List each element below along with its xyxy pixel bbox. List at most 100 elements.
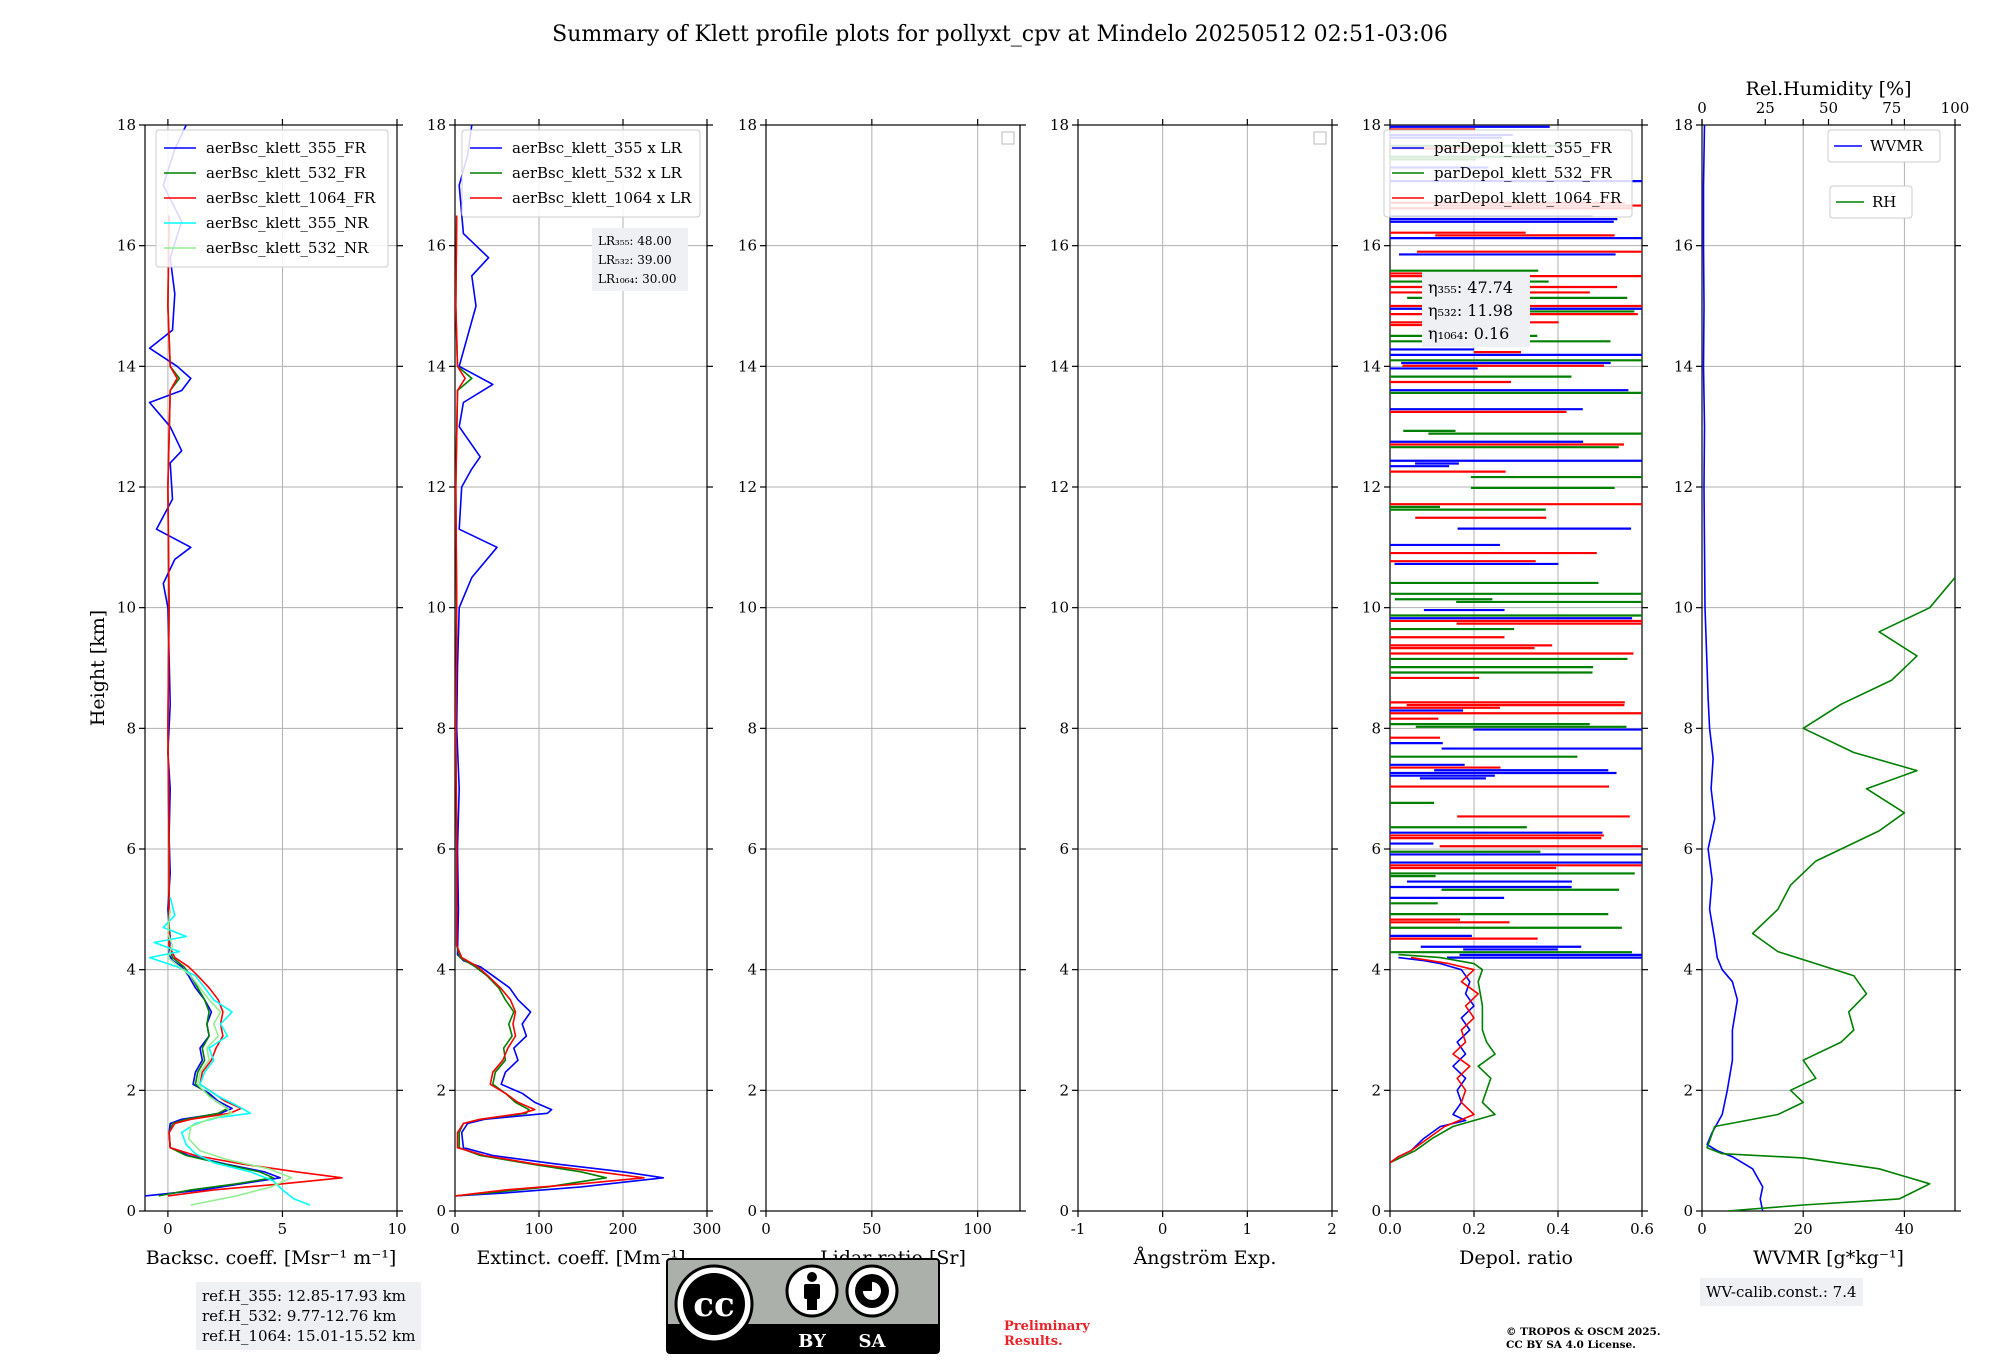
axes-frame [144, 124, 398, 1212]
wv-calib-text: WV-calib.const.: 7.4 [1706, 1283, 1857, 1301]
x-tick-label: 40 [1895, 1220, 1914, 1238]
series-line-parDepol_klett_532_FR [1390, 953, 1496, 1164]
y-tick-label: 12 [1674, 478, 1693, 496]
y-tick-label: 12 [1362, 478, 1381, 496]
y-tick-label: 0 [126, 1202, 136, 1220]
x-tick-label: 1 [1243, 1220, 1253, 1238]
y-tick-label: 12 [427, 478, 446, 496]
x-axis-label: WVMR [g*kg⁻¹] [1753, 1247, 1904, 1269]
legend-box [1383, 129, 1633, 218]
y-tick-label: 18 [427, 116, 446, 134]
annotation-text: LR₃₅₅: 48.00 [598, 234, 672, 248]
y-axis-label: Height [km] [87, 610, 109, 726]
y-tick-label: 6 [126, 840, 136, 858]
preliminary-note: Preliminary Results. [1004, 1319, 1090, 1349]
top-x-tick-label: 75 [1882, 99, 1901, 117]
plot-area [455, 125, 665, 1197]
figure-title: Summary of Klett profile plots for polly… [552, 22, 1448, 47]
y-tick-label: 18 [1050, 116, 1069, 134]
annotation-text: LR₁₀₆₄: 30.00 [598, 272, 676, 286]
legend-label: parDepol_klett_532_FR [1434, 164, 1612, 182]
y-tick-label: 14 [738, 357, 757, 375]
top-x-tick-label: 100 [1941, 99, 1970, 117]
y-tick-label: 2 [1683, 1081, 1693, 1099]
y-tick-label: 10 [738, 599, 757, 617]
y-tick-label: 6 [1371, 840, 1381, 858]
x-tick-label: 10 [387, 1220, 406, 1238]
panel-depolarization: 0 2 4 6 8 10 12 14 16 18 0.0 0.2 0.4 0.6 Depol. ratio p… [1362, 116, 1654, 1269]
y-tick-label: 8 [436, 719, 446, 737]
y-tick-label: 16 [738, 237, 757, 255]
annotation-text: LR₅₃₂: 39.00 [598, 253, 672, 267]
y-tick-label: 0 [1683, 1202, 1693, 1220]
x-tick-label: 20 [1794, 1220, 1813, 1238]
legend-label: aerBsc_klett_532_FR [206, 164, 366, 182]
y-tick-label: 12 [117, 478, 136, 496]
y-tick-label: 0 [1371, 1202, 1381, 1220]
refh-355: ref.H_355: 12.85-17.93 km [202, 1287, 406, 1305]
y-tick-label: 10 [1362, 599, 1381, 617]
x-tick-label: 2 [1327, 1220, 1337, 1238]
x-tick-label: 300 [693, 1220, 722, 1238]
refh-532: ref.H_532: 9.77-12.76 km [202, 1307, 397, 1325]
x-tick-label: 50 [862, 1220, 881, 1238]
y-tick-label: 2 [126, 1081, 136, 1099]
y-tick-label: 0 [436, 1202, 446, 1220]
annotation-text: η₃₅₅: 47.74 [1428, 278, 1513, 297]
y-tick-label: 4 [1371, 961, 1381, 979]
y-tick-label: 12 [1050, 478, 1069, 496]
plot-area [145, 125, 343, 1206]
svg-text:cc: cc [693, 1285, 734, 1325]
x-tick-label: 0.6 [1630, 1220, 1654, 1238]
panel-lidar-ratio: 024681012141618050100Lidar ratio [Sr] [738, 116, 1026, 1269]
cc-by-label: BY [798, 1331, 827, 1352]
y-tick-label: 14 [117, 357, 136, 375]
y-tick-label: 2 [436, 1081, 446, 1099]
y-tick-label: 16 [117, 237, 136, 255]
y-tick-label: 10 [117, 599, 136, 617]
y-tick-label: 14 [1674, 357, 1693, 375]
copyright-line-1: © TROPOS & OSCM 2025. [1506, 1326, 1661, 1338]
series-line-aerBsc_klett_355_NR [148, 897, 311, 1206]
legend-box [155, 129, 389, 268]
y-tick-label: 16 [427, 237, 446, 255]
x-axis-label: Backsc. coeff. [Msr⁻¹ m⁻¹] [146, 1247, 397, 1269]
y-tick-label: 8 [1371, 719, 1381, 737]
x-axis-label: Ångström Exp. [1133, 1247, 1277, 1269]
axes-frame [454, 124, 708, 1212]
legend-label: aerBsc_klett_1064 x LR [512, 189, 692, 207]
y-tick-label: 6 [1683, 840, 1693, 858]
y-tick-label: 6 [747, 840, 757, 858]
y-tick-label: 8 [747, 719, 757, 737]
y-tick-label: 18 [1674, 116, 1693, 134]
legend-box [1829, 185, 1913, 219]
x-tick-label: 0 [1697, 1220, 1707, 1238]
legend-label: WVMR [1870, 137, 1924, 155]
y-tick-label: 4 [1059, 961, 1069, 979]
series-line-aerBsc_klett_532 x LR [455, 215, 607, 1197]
y-tick-label: 12 [738, 478, 757, 496]
legend-label: aerBsc_klett_355 x LR [512, 139, 683, 157]
annotation-box [1422, 272, 1530, 347]
y-tick-label: 14 [1362, 357, 1381, 375]
y-tick-label: 8 [1683, 719, 1693, 737]
cc-sa-label: SA [859, 1331, 887, 1352]
y-tick-label: 6 [436, 840, 446, 858]
y-tick-label: 2 [747, 1081, 757, 1099]
empty-legend-box [1313, 131, 1327, 145]
series-line-aerBsc_klett_532_NR [167, 909, 293, 1206]
cc-by-sa-license-icon: cc BY SA [666, 1258, 940, 1354]
y-tick-label: 4 [747, 961, 757, 979]
x-tick-label: 0 [450, 1220, 460, 1238]
legend-label: RH [1872, 193, 1896, 211]
top-x-tick-label: 0 [1697, 99, 1707, 117]
legend-label: parDepol_klett_355_FR [1434, 139, 1612, 157]
series-line-WVMR [1702, 125, 1764, 1211]
x-tick-label: 0 [1158, 1220, 1168, 1238]
legend-label: aerBsc_klett_532 x LR [512, 164, 683, 182]
y-tick-label: 14 [1050, 357, 1069, 375]
series-line-parDepol_klett_355_FR [1390, 956, 1475, 1164]
top-x-tick-label: 25 [1756, 99, 1775, 117]
y-tick-label: 6 [1059, 840, 1069, 858]
